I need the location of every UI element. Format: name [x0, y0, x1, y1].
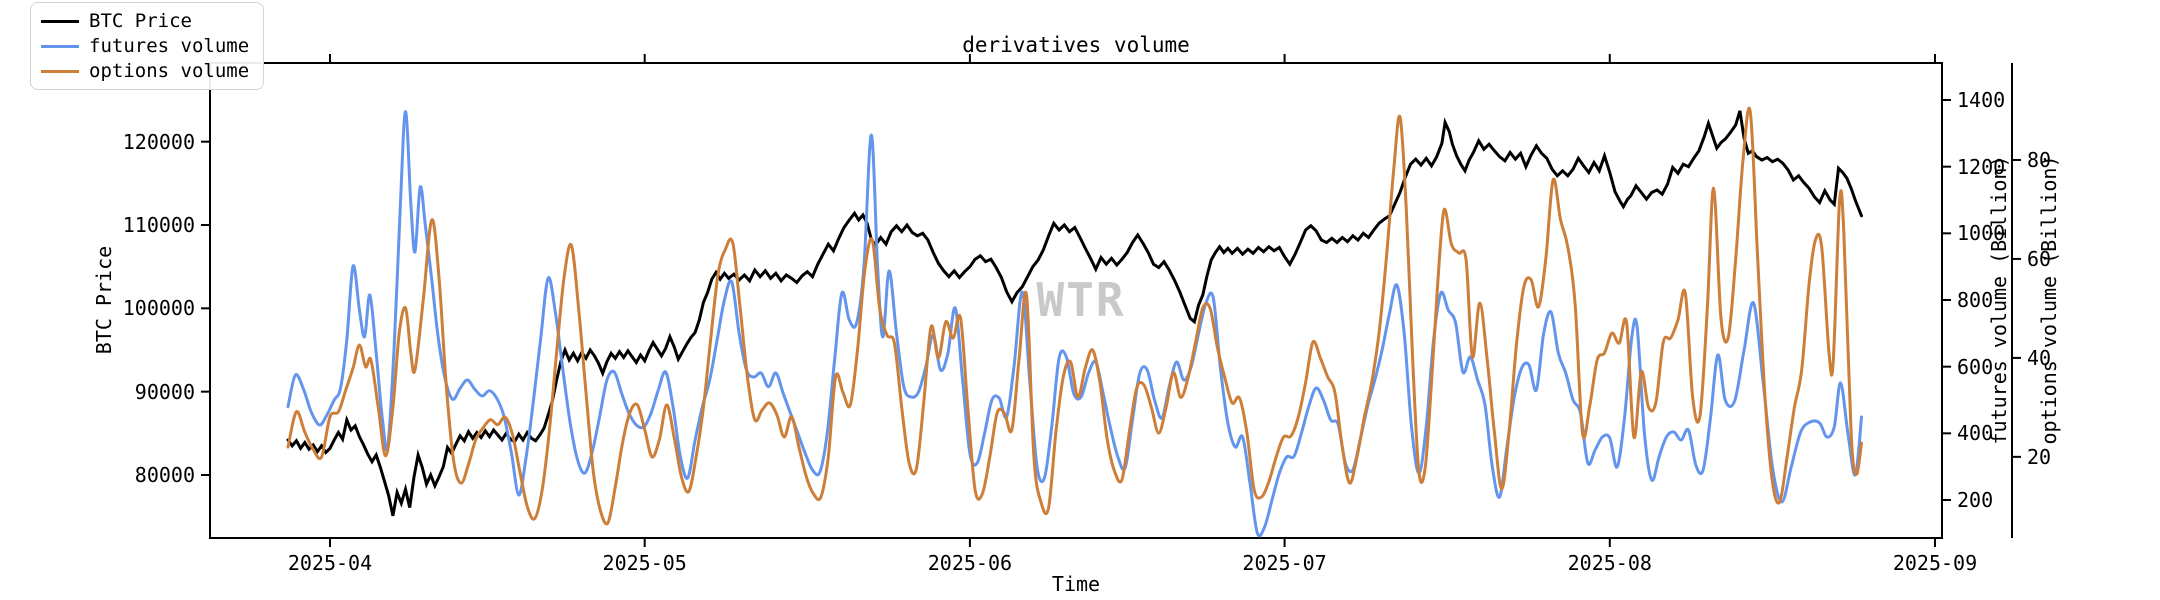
tick-label: 110000: [122, 213, 195, 237]
tick-label: 200: [1957, 488, 1994, 512]
tick-label: 2025-06: [927, 551, 1013, 575]
tick-label: 2025-07: [1242, 551, 1327, 575]
tick-label: 1200: [1957, 154, 2006, 179]
options-volume-line-swatch: [41, 69, 79, 73]
tick-label: 90000: [134, 379, 195, 404]
tick-label: 20: [2027, 444, 2052, 469]
tick-label: 400: [1957, 421, 1994, 446]
tick-label: 60: [2027, 246, 2052, 271]
legend-label: options volume: [89, 60, 250, 82]
tick-label: 120000: [122, 129, 195, 154]
legend-item-btc-price: BTC Price: [41, 10, 249, 32]
legend-item-futures-volume: futures volume: [41, 35, 250, 57]
tick-label: 2025-08: [1567, 551, 1652, 575]
x-axis-label-time: Time: [1051, 572, 1101, 596]
y-axis-label-options-volume: options volume (Billion): [2037, 155, 2061, 445]
tick-label: 80: [2027, 147, 2052, 172]
tick-label: 1400: [1957, 88, 2006, 112]
options-volume-line: [286, 106, 1863, 526]
tick-label: 600: [1957, 354, 1994, 379]
tick-label: 800: [1957, 288, 1994, 312]
watermark-text: WTR: [1036, 273, 1126, 327]
tick-label: 2025-04: [287, 551, 373, 575]
tick-label: 2025-09: [1892, 551, 1978, 575]
tick-label: 1000: [1957, 221, 2006, 246]
legend-item-options-volume: options volume: [41, 60, 250, 82]
tick-label: 100000: [122, 296, 195, 321]
futures-volume-line-swatch: [41, 44, 79, 48]
y-axis-label-btc-price: BTC Price: [92, 245, 116, 355]
chart-title: derivatives volume: [962, 33, 1190, 57]
tick-label: 80000: [134, 463, 195, 487]
tick-label: 2025-05: [602, 551, 687, 575]
legend-box: BTC Price futures volume options volume: [30, 2, 265, 90]
legend-label: BTC Price: [89, 10, 192, 32]
legend-label: futures volume: [89, 35, 250, 57]
btc-price-line: [286, 110, 1863, 517]
tick-label: 40: [2027, 345, 2052, 370]
btc-price-line-swatch: [41, 19, 79, 23]
